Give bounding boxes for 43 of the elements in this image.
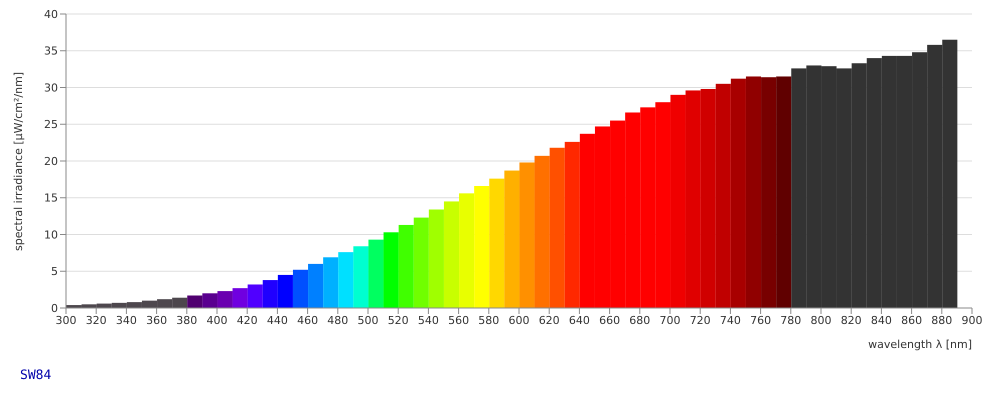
y-axis-title: spectral irradiance [µW/cm²/nm] bbox=[12, 72, 25, 251]
x-tick-label: 600 bbox=[508, 314, 530, 327]
x-tick-label: 700 bbox=[660, 314, 680, 327]
x-tick-label: 580 bbox=[478, 314, 500, 327]
x-tick-label: 780 bbox=[780, 314, 802, 327]
x-tick-label: 720 bbox=[690, 314, 711, 327]
x-tick-label: 340 bbox=[116, 314, 137, 327]
x-tick-label: 300 bbox=[56, 314, 76, 327]
x-tick-label: 560 bbox=[448, 314, 470, 327]
y-tick-label: 0 bbox=[51, 302, 58, 315]
x-tick-label: 460 bbox=[297, 314, 318, 327]
x-tick-label: 680 bbox=[629, 314, 650, 327]
y-tick-label: 10 bbox=[44, 228, 58, 242]
y-tick-label: 15 bbox=[44, 192, 58, 205]
x-tick-label: 440 bbox=[266, 314, 288, 327]
y-tick-label: 30 bbox=[44, 81, 58, 94]
x-tick-label: 900 bbox=[962, 314, 982, 327]
y-tick-label: 40 bbox=[44, 8, 58, 21]
x-axis-title: wavelength λ [nm] bbox=[868, 338, 972, 351]
y-tick-label: 5 bbox=[51, 265, 58, 278]
x-tick-label: 760 bbox=[750, 314, 772, 327]
x-tick-label: 800 bbox=[810, 314, 832, 327]
y-tick-label: 25 bbox=[44, 118, 58, 132]
x-tick-label: 880 bbox=[931, 314, 952, 327]
x-tick-label: 540 bbox=[418, 314, 439, 327]
x-tick-label: 660 bbox=[599, 314, 620, 327]
x-tick-label: 520 bbox=[388, 314, 409, 327]
x-tick-label: 360 bbox=[146, 314, 168, 327]
x-tick-label: 500 bbox=[358, 314, 378, 327]
x-tick-label: 480 bbox=[327, 314, 348, 327]
x-tick-label: 820 bbox=[840, 314, 862, 327]
x-tick-label: 320 bbox=[86, 314, 107, 327]
x-tick-label: 400 bbox=[206, 314, 228, 327]
x-tick-label: 640 bbox=[568, 314, 590, 327]
x-tick-label: 420 bbox=[236, 314, 258, 327]
y-tick-label: 20 bbox=[44, 154, 58, 168]
y-tick-label: 35 bbox=[44, 44, 58, 58]
x-tick-label: 860 bbox=[901, 314, 922, 327]
x-tick-label: 840 bbox=[870, 314, 892, 327]
x-tick-label: 740 bbox=[720, 314, 741, 327]
x-tick-label: 620 bbox=[538, 314, 560, 327]
text: SW84 bbox=[20, 368, 52, 383]
x-tick-label: 380 bbox=[176, 314, 198, 327]
